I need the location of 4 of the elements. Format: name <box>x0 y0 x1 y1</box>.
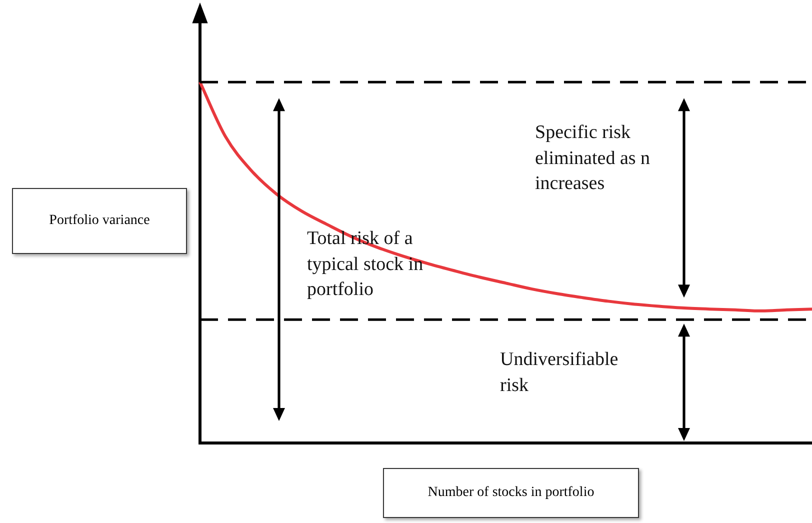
annotation: Specific risk eliminated as n increases <box>535 121 652 196</box>
x-axis-title: Number of stocks in portfolio <box>383 468 639 518</box>
y-axis-title: Portfolio variance <box>12 188 187 254</box>
annotation: Undiversifiable risk <box>500 348 620 398</box>
